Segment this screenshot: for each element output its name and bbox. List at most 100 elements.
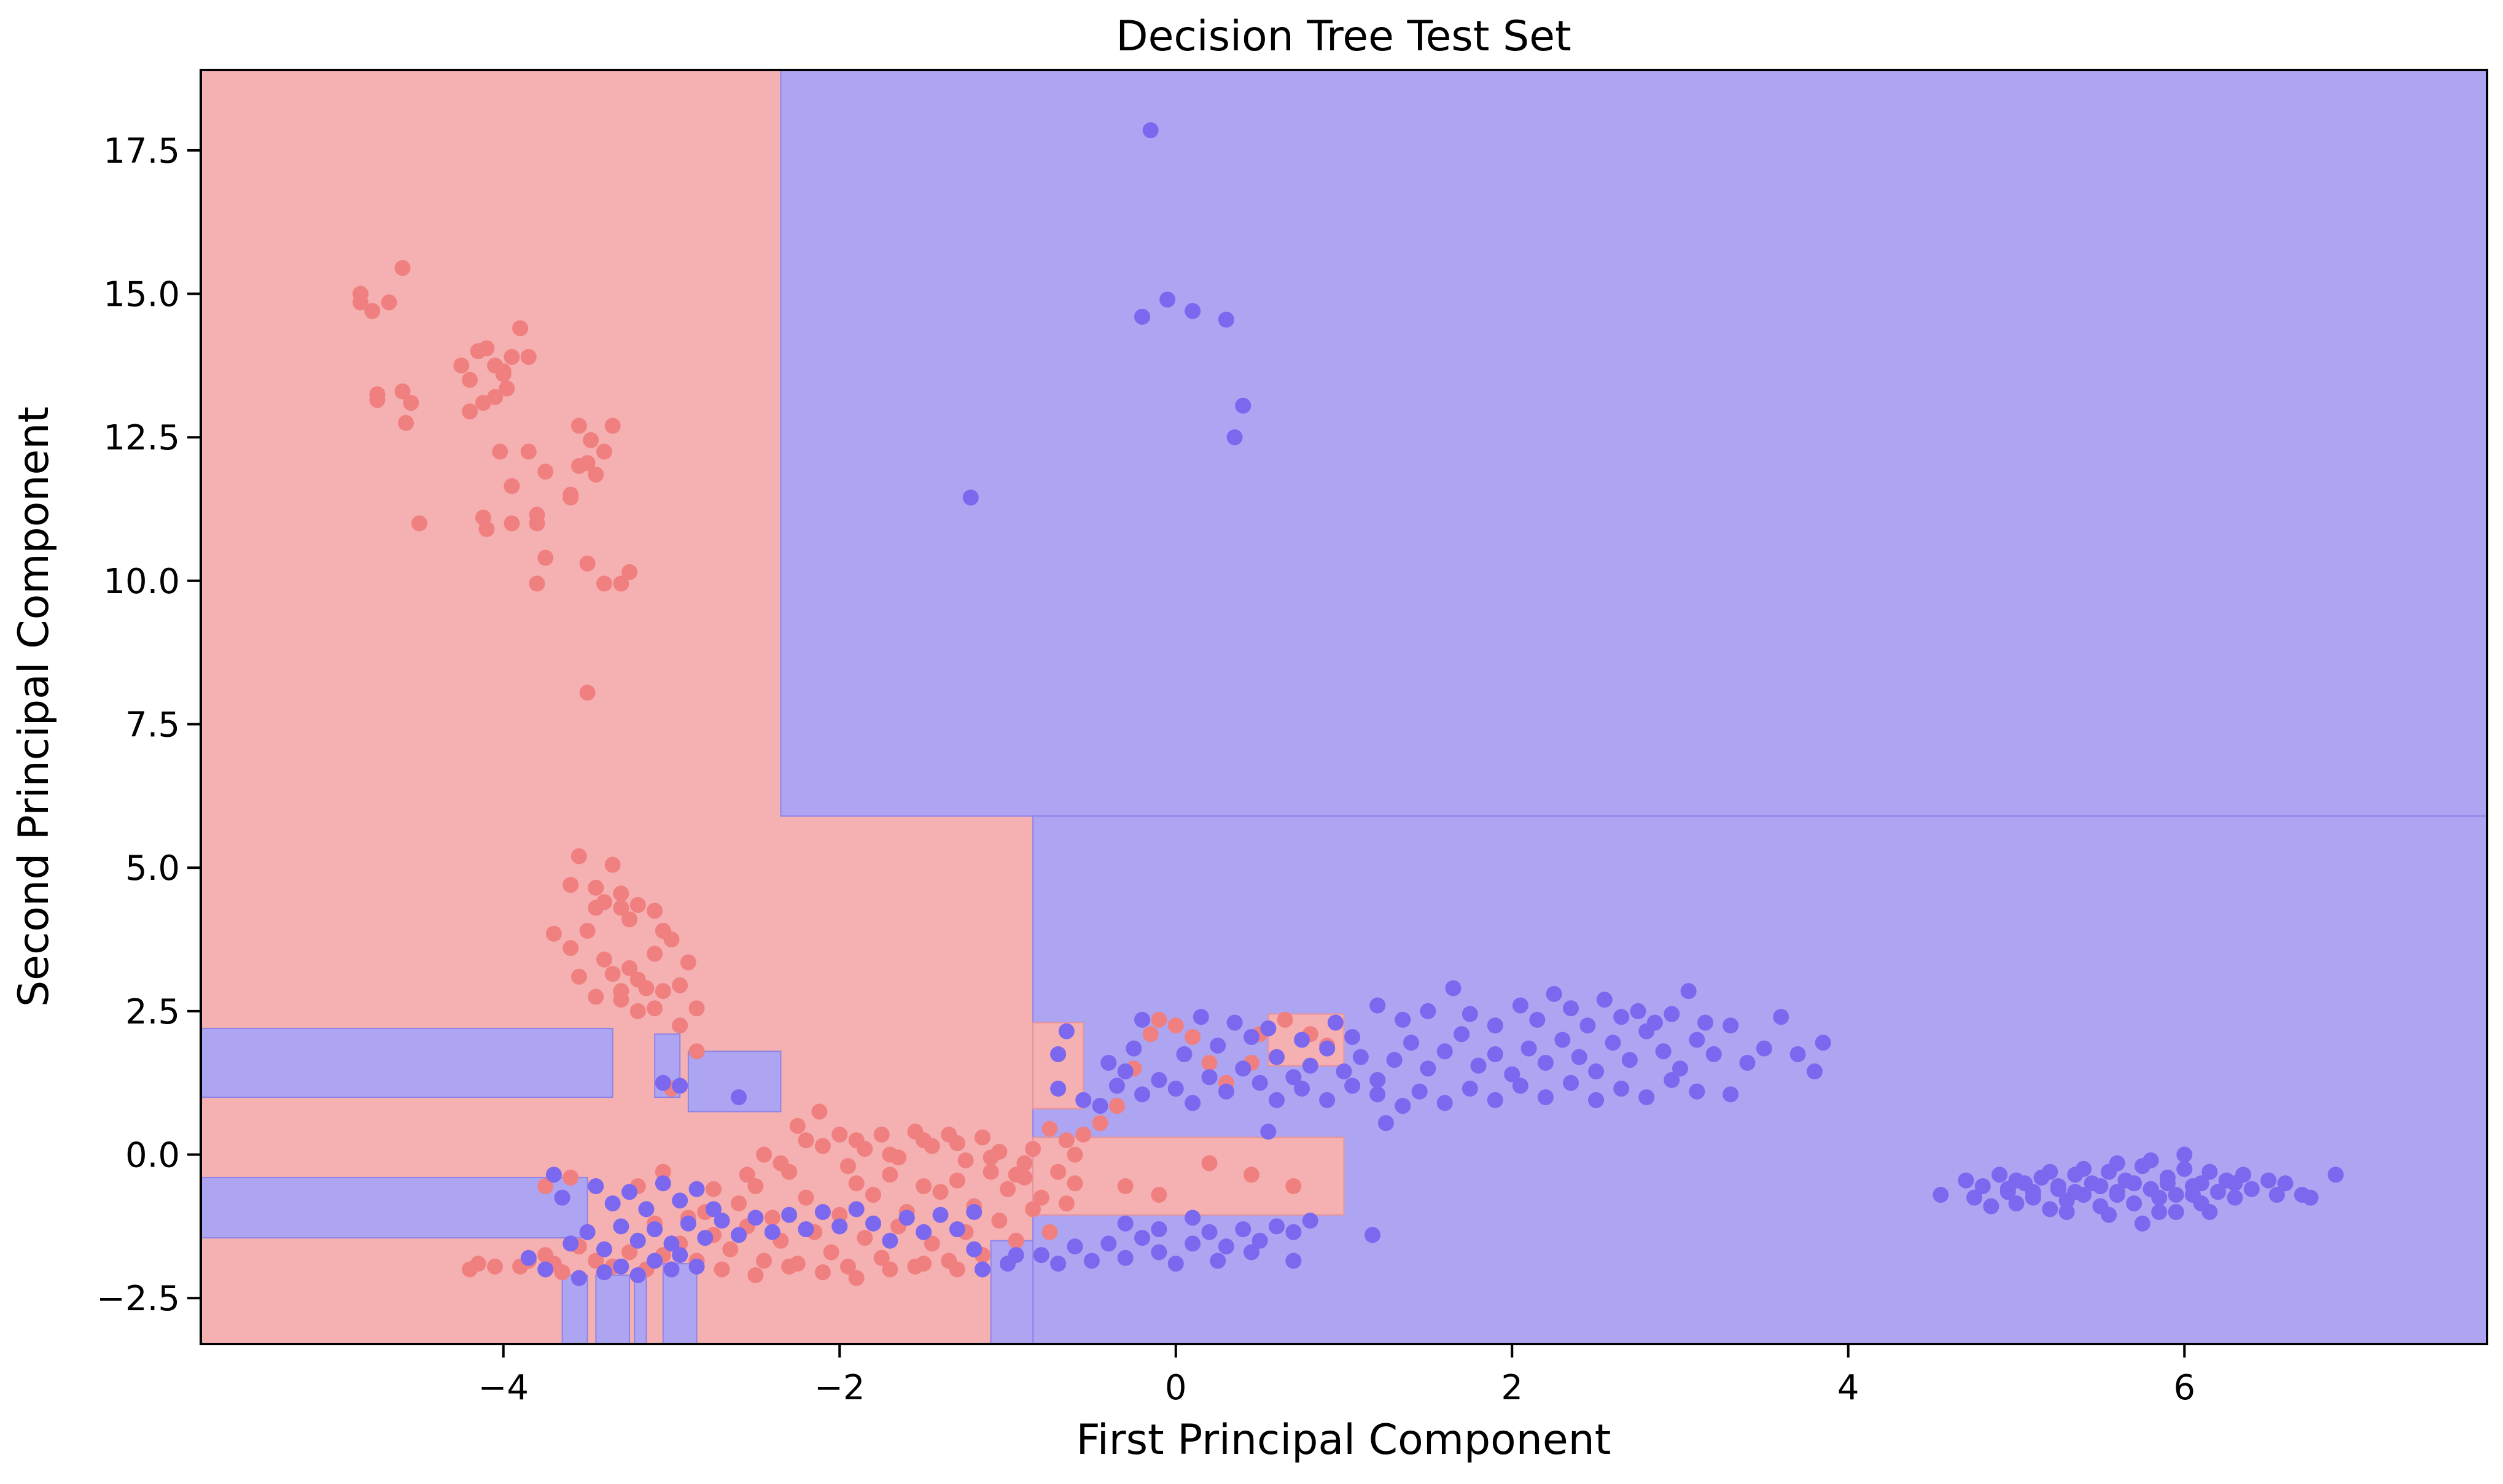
class-1-point-47 xyxy=(537,1261,554,1278)
class-1-point-248 xyxy=(2184,1186,2201,1203)
class-1-point-233 xyxy=(2101,1206,2117,1223)
class-0-point-8 xyxy=(403,395,419,411)
class-0-point-88 xyxy=(655,1164,671,1180)
class-0-point-103 xyxy=(974,1129,991,1146)
class-1-point-86 xyxy=(1520,1040,1537,1057)
class-0-point-84 xyxy=(688,1043,705,1060)
class-0-point-146 xyxy=(588,1253,604,1269)
class-1-point-20 xyxy=(705,1201,722,1218)
class-0-point-90 xyxy=(739,1167,755,1183)
class-0-point-70 xyxy=(647,946,663,962)
decision-region-0 xyxy=(780,70,2487,817)
class-1-point-107 xyxy=(1344,1028,1361,1045)
class-0-point-203 xyxy=(983,1164,999,1180)
class-1-point-110 xyxy=(1420,1003,1436,1019)
class-1-point-77 xyxy=(1369,1072,1386,1089)
class-1-point-81 xyxy=(1436,1043,1453,1060)
class-1-point-187 xyxy=(1974,1178,1991,1194)
class-1-point-118 xyxy=(1579,1017,1596,1034)
x-tick-label-5: 6 xyxy=(2173,1368,2195,1408)
class-1-point-8 xyxy=(655,1074,671,1091)
class-1-point-148 xyxy=(1176,1046,1193,1062)
class-0-point-166 xyxy=(924,1235,940,1252)
class-0-point-205 xyxy=(487,1258,504,1275)
class-1-point-242 xyxy=(2193,1175,2209,1192)
class-1-point-72 xyxy=(1285,1069,1302,1086)
class-0-point-54 xyxy=(562,877,579,893)
class-1-point-144 xyxy=(1377,1115,1394,1132)
class-0-point-25 xyxy=(492,443,508,460)
class-0-point-51 xyxy=(588,879,604,896)
class-0-point-46 xyxy=(596,575,612,592)
class-1-point-95 xyxy=(1672,1060,1688,1077)
class-1-point-33 xyxy=(764,1224,780,1240)
class-1-point-106 xyxy=(1327,1014,1344,1031)
class-1-point-103 xyxy=(1807,1063,1823,1080)
class-1-point-31 xyxy=(731,1227,747,1243)
y-tick-label-6: 12.5 xyxy=(103,418,180,458)
class-0-point-45 xyxy=(579,555,596,572)
class-0-point-118 xyxy=(1016,1169,1033,1186)
class-0-point-67 xyxy=(604,966,621,982)
class-0-point-19 xyxy=(520,349,537,365)
class-1-point-16 xyxy=(638,1201,655,1218)
class-1-point-159 xyxy=(1083,1253,1100,1269)
class-1-point-111 xyxy=(1445,980,1462,996)
class-1-point-2 xyxy=(1134,308,1150,325)
class-1-point-119 xyxy=(1596,992,1613,1008)
class-1-point-189 xyxy=(1991,1167,2008,1183)
class-0-point-23 xyxy=(495,366,512,383)
class-1-point-38 xyxy=(848,1201,865,1218)
class-1-point-176 xyxy=(1210,1253,1226,1269)
class-1-point-136 xyxy=(1512,1078,1528,1094)
class-0-point-108 xyxy=(1058,1132,1075,1149)
class-1-point-114 xyxy=(1512,997,1528,1014)
class-1-point-208 xyxy=(2151,1204,2168,1221)
class-1-point-59 xyxy=(1075,1092,1092,1108)
class-1-point-62 xyxy=(1117,1063,1134,1080)
class-0-point-106 xyxy=(1025,1141,1041,1157)
class-1-point-102 xyxy=(1789,1046,1806,1062)
class-1-point-220 xyxy=(2260,1172,2277,1189)
class-1-point-185 xyxy=(1958,1172,1974,1189)
class-0-point-117 xyxy=(983,1149,999,1166)
class-1-point-174 xyxy=(1151,1221,1167,1238)
x-tick-label-3: 2 xyxy=(1501,1368,1523,1408)
class-0-point-204 xyxy=(1016,1155,1033,1171)
class-1-point-236 xyxy=(2201,1204,2218,1221)
y-axis-label: Second Principal Component xyxy=(10,406,58,1007)
class-1-point-173 xyxy=(1117,1215,1134,1232)
class-0-point-77 xyxy=(672,977,688,993)
class-1-point-65 xyxy=(1167,1081,1184,1097)
class-1-point-247 xyxy=(2151,1189,2168,1206)
class-1-point-109 xyxy=(1395,1011,1411,1028)
class-0-point-14 xyxy=(478,340,495,357)
class-0-point-93 xyxy=(814,1138,831,1154)
class-0-point-161 xyxy=(839,1258,856,1275)
class-0-point-37 xyxy=(588,466,604,483)
class-0-point-186 xyxy=(1067,1175,1083,1192)
class-0-point-137 xyxy=(1201,1155,1218,1171)
class-1-point-34 xyxy=(781,1206,798,1223)
class-1-point-84 xyxy=(1487,1046,1503,1062)
class-0-point-1 xyxy=(352,294,369,311)
class-1-point-0 xyxy=(1142,122,1159,139)
class-1-point-215 xyxy=(2210,1184,2226,1200)
decision-region-2 xyxy=(1032,1136,1345,1216)
class-1-point-133 xyxy=(1436,1095,1453,1111)
class-0-point-154 xyxy=(722,1241,739,1257)
class-1-point-154 xyxy=(1260,1020,1277,1036)
class-1-point-53 xyxy=(688,1258,705,1275)
class-0-point-120 xyxy=(1067,1146,1083,1163)
class-0-point-21 xyxy=(475,395,491,411)
decision-region-11 xyxy=(595,1274,631,1344)
class-1-point-97 xyxy=(1705,1046,1722,1062)
class-0-point-110 xyxy=(756,1146,773,1163)
class-1-point-115 xyxy=(1529,1011,1546,1028)
class-0-point-160 xyxy=(823,1244,839,1261)
class-0-point-57 xyxy=(621,911,638,928)
class-1-point-126 xyxy=(1269,1092,1285,1108)
class-0-point-36 xyxy=(579,455,596,472)
class-1-point-217 xyxy=(2227,1189,2243,1206)
class-0-point-112 xyxy=(811,1103,828,1120)
